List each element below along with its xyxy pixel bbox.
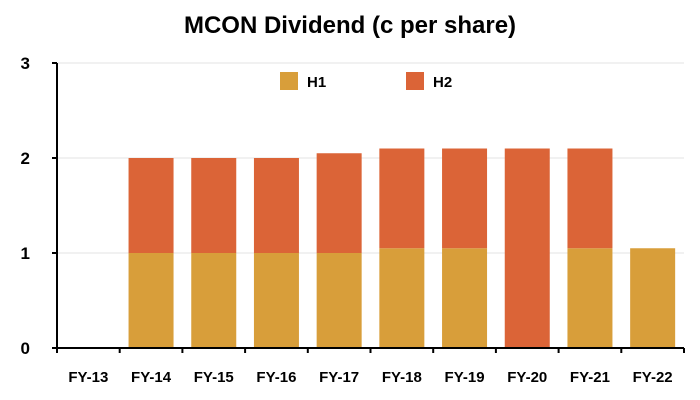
x-tick-label: FY-19 — [445, 369, 485, 386]
axes — [52, 62, 685, 353]
bar-h1-fy-17 — [316, 253, 362, 348]
y-tick-label: 1 — [21, 244, 30, 263]
y-tick-labels: 0 1 2 3 — [21, 54, 30, 358]
bar-h2-fy-20 — [504, 148, 550, 348]
y-tick-label: 0 — [21, 339, 30, 358]
x-tick-label: FY-15 — [194, 369, 234, 386]
bar-h2-fy-15 — [191, 158, 237, 253]
bar-h1-fy-15 — [191, 253, 237, 348]
bar-h1-fy-16 — [253, 253, 299, 348]
bar-h1-fy-19 — [442, 248, 488, 348]
x-tick-labels: FY-13 FY-14 FY-15 FY-16 FY-17 FY-18 FY-19 FY-20… — [68, 369, 672, 386]
x-tick-label: FY-18 — [382, 369, 422, 386]
y-tick-label: 2 — [21, 149, 30, 168]
bar-h2-fy-17 — [316, 153, 362, 253]
legend-label-h1: H1 — [307, 74, 326, 91]
x-tick-label: FY-17 — [319, 369, 359, 386]
x-tick-label: FY-22 — [633, 369, 673, 386]
bar-h2-fy-19 — [442, 148, 488, 249]
bar-h1-fy-22 — [630, 248, 676, 348]
bars — [128, 148, 676, 348]
chart-title: MCON Dividend (c per share) — [183, 12, 517, 39]
bar-h2-fy-14 — [128, 158, 174, 253]
bar-h2-fy-18 — [379, 148, 425, 249]
legend-swatch-h1 — [280, 72, 298, 90]
x-tick-label: FY-14 — [131, 369, 172, 386]
legend-label-h2: H2 — [433, 74, 452, 91]
legend-swatch-h2 — [406, 72, 424, 90]
x-tick-label: FY-20 — [507, 369, 547, 386]
bar-h2-fy-16 — [253, 158, 299, 253]
x-tick-label: FY-21 — [570, 369, 610, 386]
bar-h2-fy-21 — [567, 148, 613, 249]
x-tick-label: FY-16 — [256, 369, 296, 386]
legend: H1 H2 — [280, 72, 452, 91]
bar-h1-fy-14 — [128, 253, 174, 348]
x-tick-label: FY-13 — [68, 369, 108, 386]
bar-h1-fy-18 — [379, 248, 425, 348]
bar-h1-fy-21 — [567, 248, 613, 348]
y-tick-label: 3 — [21, 54, 30, 73]
